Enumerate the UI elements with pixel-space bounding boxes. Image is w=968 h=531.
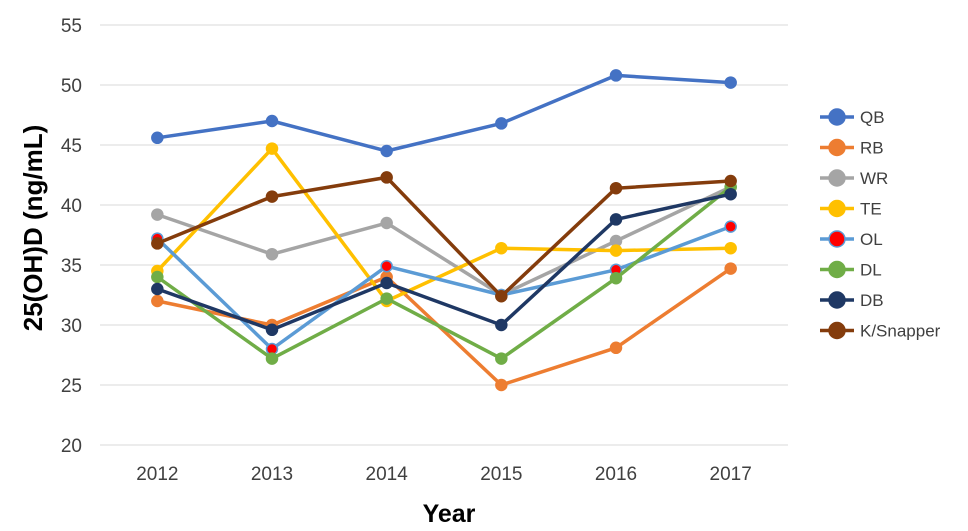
data-point <box>265 323 279 337</box>
legend-label: WR <box>860 169 888 188</box>
series-line <box>155 185 733 297</box>
y-tick-label: 30 <box>61 316 82 337</box>
data-point <box>495 352 508 365</box>
data-point <box>724 241 737 255</box>
data-point <box>724 262 737 275</box>
data-point <box>151 208 164 221</box>
data-point <box>380 276 393 290</box>
data-point <box>724 220 737 233</box>
y-tick-label: 35 <box>61 256 82 277</box>
data-point <box>495 241 508 255</box>
legend-swatch-marker <box>828 199 846 218</box>
data-point <box>609 341 623 355</box>
legend-item: QB <box>820 108 885 127</box>
y-axis-ticks: 20 25 30 35 40 45 50 55 <box>61 16 82 457</box>
data-point <box>151 282 164 296</box>
y-tick-label: 25 <box>61 376 82 397</box>
legend-item: RB <box>820 139 884 158</box>
legend-swatch-marker <box>828 230 846 248</box>
data-point <box>380 292 393 305</box>
data-point <box>265 247 279 261</box>
data-point <box>265 352 279 365</box>
legend-swatch-marker <box>828 291 846 309</box>
legend-item: DB <box>820 291 884 310</box>
legend-label: TE <box>860 200 882 219</box>
legend-label: OL <box>860 230 883 249</box>
y-axis-title: 25(OH)D (ng/mL) <box>18 125 48 332</box>
y-tick-label: 20 <box>61 436 82 457</box>
series-db <box>151 187 737 337</box>
legend-label: K/Snapper <box>860 322 941 341</box>
gridlines <box>100 24 788 446</box>
y-tick-label: 55 <box>61 16 82 37</box>
series-line <box>155 146 733 303</box>
legend-label: QB <box>860 108 885 127</box>
data-point <box>609 69 623 82</box>
series-line <box>155 73 733 153</box>
data-point <box>495 318 508 332</box>
series-k-snapper <box>151 171 737 303</box>
series-line <box>155 185 733 361</box>
y-tick-label: 50 <box>61 76 82 97</box>
x-tick-label: 2016 <box>595 464 637 485</box>
legend: QB RB WR TE OL DL DB K/Snapper <box>820 108 941 341</box>
data-point <box>265 190 279 203</box>
series-line <box>155 266 733 387</box>
data-point <box>724 187 737 201</box>
x-tick-label: 2014 <box>366 464 409 485</box>
y-tick-label: 45 <box>61 136 82 157</box>
data-point <box>151 294 164 308</box>
series-line <box>155 192 733 332</box>
legend-item: DL <box>820 261 882 280</box>
data-point <box>151 237 164 250</box>
legend-item: K/Snapper <box>820 322 941 341</box>
legend-item: OL <box>820 230 883 249</box>
x-tick-label: 2017 <box>710 464 752 485</box>
x-axis-title: Year <box>423 500 476 528</box>
data-point <box>265 142 279 155</box>
data-point <box>609 244 623 257</box>
data-point <box>151 270 164 284</box>
legend-label: DL <box>860 261 882 280</box>
data-point <box>265 114 279 128</box>
series-line <box>155 175 733 298</box>
data-point <box>380 144 393 158</box>
legend-swatch-marker <box>828 321 846 340</box>
data-point <box>495 289 508 303</box>
data-point <box>380 259 393 273</box>
x-tick-label: 2015 <box>480 464 522 485</box>
series-group <box>151 69 737 392</box>
legend-swatch-marker <box>828 108 846 126</box>
data-point <box>495 117 508 130</box>
legend-label: DB <box>860 291 884 310</box>
y-tick-label: 40 <box>61 196 82 217</box>
legend-swatch-marker <box>828 169 846 187</box>
legend-item: TE <box>820 200 882 219</box>
legend-swatch-marker <box>828 260 846 279</box>
series-wr <box>151 180 737 302</box>
data-point <box>609 213 623 226</box>
x-tick-label: 2013 <box>251 464 293 485</box>
x-tick-label: 2012 <box>136 464 178 485</box>
data-point <box>609 181 623 195</box>
data-point <box>609 271 623 285</box>
series-qb <box>151 69 737 158</box>
legend-item: WR <box>820 169 888 188</box>
data-point <box>380 171 393 184</box>
legend-label: RB <box>860 139 884 158</box>
x-axis-ticks: 2012 2013 2014 2015 2016 2017 <box>136 464 752 485</box>
data-point <box>151 131 164 145</box>
data-point <box>495 378 508 392</box>
data-point <box>724 174 737 188</box>
data-point <box>724 76 737 89</box>
data-point <box>380 216 393 230</box>
legend-swatch-marker <box>828 138 846 157</box>
